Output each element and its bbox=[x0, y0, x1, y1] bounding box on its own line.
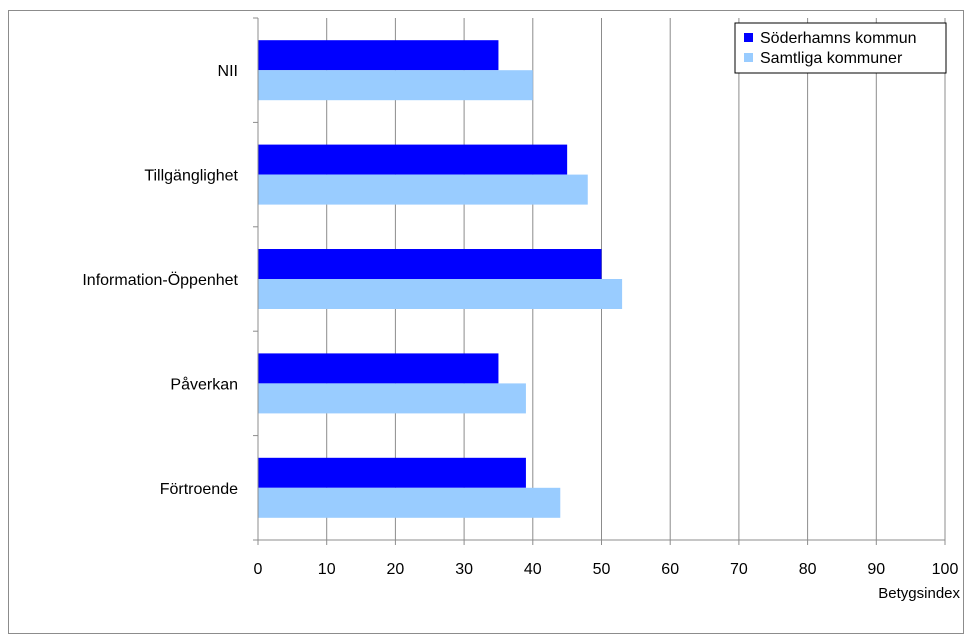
category-labels: NII Tillgänglighet Information-Öppenhet Påv… bbox=[82, 63, 238, 498]
legend-label-1: Samtliga kommuner bbox=[760, 50, 903, 67]
bar-series1-0 bbox=[258, 40, 499, 71]
x-tick-label-80: 80 bbox=[799, 561, 817, 578]
bar-series1-4 bbox=[258, 457, 526, 488]
x-tick-label-90: 90 bbox=[867, 561, 885, 578]
legend-swatch-0 bbox=[744, 33, 753, 42]
x-tick-label-40: 40 bbox=[524, 561, 542, 578]
category-label-3: Påverkan bbox=[170, 375, 238, 393]
bar-series2-2 bbox=[258, 279, 623, 309]
category-label-4: Förtroende bbox=[160, 481, 238, 498]
bar-series2-1 bbox=[258, 174, 588, 205]
x-tick-label-100: 100 bbox=[932, 561, 959, 578]
legend: Söderhamns kommun Samtliga kommuner bbox=[734, 22, 947, 74]
x-tick-label-0: 0 bbox=[254, 561, 263, 578]
x-tick-label-70: 70 bbox=[730, 561, 748, 578]
x-tick-label-50: 50 bbox=[593, 561, 611, 578]
x-tick-label-60: 60 bbox=[661, 561, 679, 578]
bar-series1-3 bbox=[258, 353, 499, 384]
category-label-0: NII bbox=[218, 63, 238, 80]
category-label-2: Information-Öppenhet bbox=[82, 271, 238, 289]
x-tick-label-10: 10 bbox=[318, 561, 336, 578]
bar-series2-3 bbox=[258, 383, 526, 414]
x-tick-labels: 0 10 20 30 40 50 60 70 80 90 100 bbox=[254, 561, 959, 578]
bar-series2-4 bbox=[258, 487, 561, 518]
legend-swatch-1 bbox=[744, 53, 753, 62]
bar-series1-2 bbox=[258, 249, 602, 279]
bars bbox=[258, 40, 623, 518]
bar-series2-0 bbox=[258, 70, 533, 101]
axes bbox=[253, 17, 946, 545]
category-label-1: Tillgänglighet bbox=[144, 168, 238, 185]
bar-series1-1 bbox=[258, 144, 568, 175]
grid-lines bbox=[326, 18, 946, 540]
legend-label-0: Söderhamns kommun bbox=[760, 30, 917, 47]
x-tick-label-30: 30 bbox=[455, 561, 473, 578]
x-axis-title: Betygsindex bbox=[878, 585, 960, 602]
chart-frame bbox=[8, 10, 964, 634]
legend-box bbox=[734, 22, 947, 74]
x-tick-label-20: 20 bbox=[387, 561, 405, 578]
